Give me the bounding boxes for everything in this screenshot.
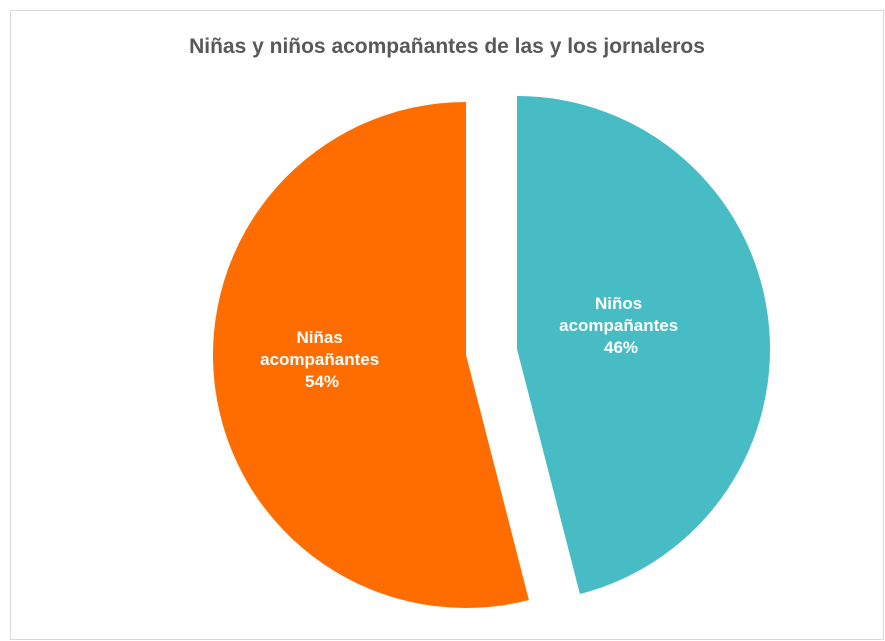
label-ninas: Niñas acompañantes 54% [260, 328, 384, 391]
label-ninos: Niños acompañantes 46% [559, 294, 683, 357]
label-ninos-line1: Niños [595, 294, 642, 313]
label-ninas-line2: acompañantes [260, 350, 379, 369]
slice-ninos [517, 96, 770, 595]
label-ninos-line2: acompañantes [559, 316, 678, 335]
label-ninas-value: 54% [305, 372, 339, 391]
label-ninos-value: 46% [604, 338, 638, 357]
chart-title: Niñas y niños acompañantes de las y los … [189, 35, 705, 58]
label-ninas-line1: Niñas [296, 328, 342, 347]
slice-ninas [212, 101, 529, 608]
